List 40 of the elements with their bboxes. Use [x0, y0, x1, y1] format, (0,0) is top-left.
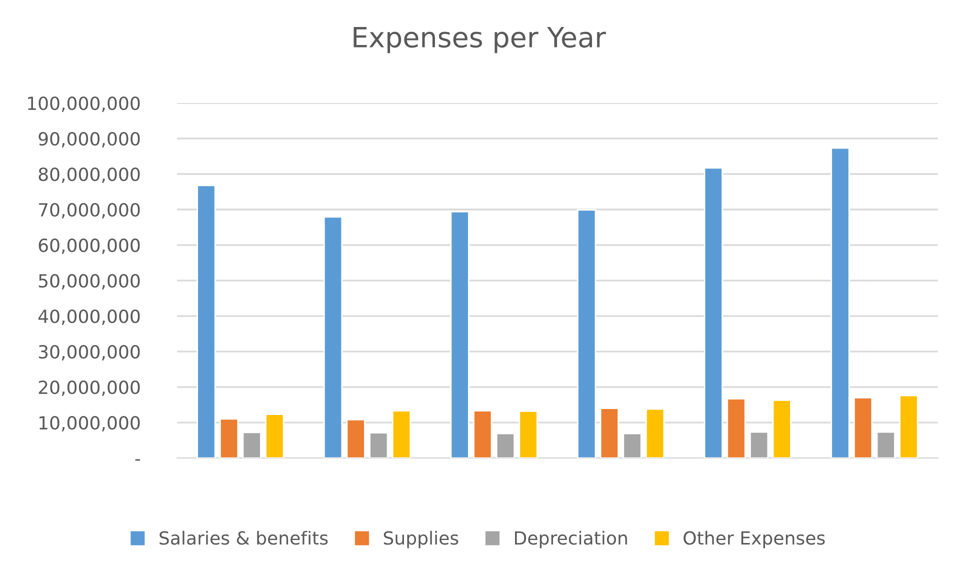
bar	[496, 432, 516, 458]
legend-label: Depreciation	[515, 530, 627, 548]
bar	[392, 410, 412, 458]
chart-title: Expenses per Year	[354, 27, 606, 54]
bar	[473, 410, 492, 458]
y-tick-label: 30,000,000	[38, 344, 140, 360]
y-tick-label: 20,000,000	[38, 380, 140, 396]
bar	[323, 216, 343, 458]
bar	[749, 431, 769, 458]
bar	[600, 408, 620, 458]
legend-label: Supplies	[384, 530, 458, 548]
bar	[518, 410, 538, 458]
bar	[196, 184, 216, 458]
bar	[369, 432, 388, 458]
bar	[876, 431, 896, 458]
bar	[772, 399, 792, 458]
y-tick-label: 40,000,000	[38, 309, 140, 325]
y-tick-label: -	[135, 459, 140, 461]
y-tick-label: 60,000,000	[38, 238, 140, 254]
bar	[646, 408, 665, 458]
bar	[577, 209, 596, 458]
bar	[853, 396, 873, 458]
y-tick-label: 10,000,000	[40, 416, 140, 432]
bar	[346, 418, 366, 458]
bar	[242, 432, 262, 458]
y-tick-label: 80,000,000	[38, 167, 140, 183]
y-tick-label: 50,000,000	[38, 274, 140, 290]
y-tick-label: 90,000,000	[38, 132, 140, 148]
bar	[726, 398, 746, 458]
legend-label: Salaries & benefits	[160, 530, 328, 545]
bar	[704, 167, 723, 458]
bar	[450, 210, 470, 458]
bar	[830, 147, 850, 458]
bar	[265, 414, 284, 458]
legend-label: Other Expenses	[684, 530, 825, 548]
bar	[219, 418, 239, 458]
bar	[899, 394, 918, 458]
y-tick-label: 100,000,000	[28, 96, 140, 112]
bar	[622, 432, 642, 458]
y-tick-label: 70,000,000	[39, 202, 140, 218]
